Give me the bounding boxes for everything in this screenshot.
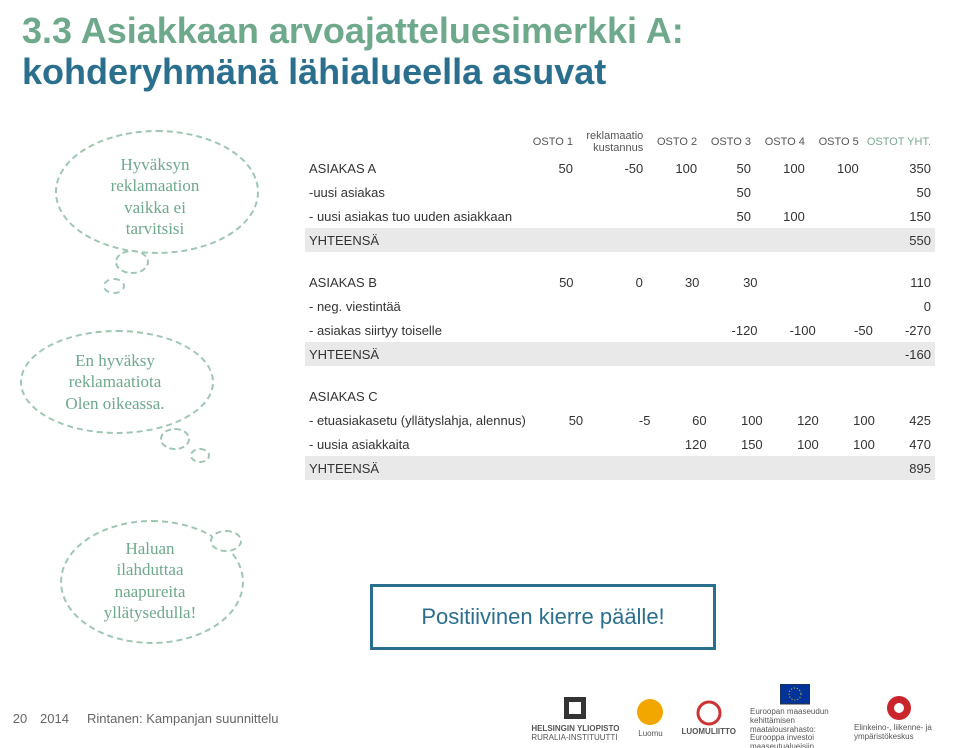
table-row: ASIAKAS B5003030110 xyxy=(305,270,935,294)
table-block-b: ASIAKAS B5003030110- neg. viestintää0- a… xyxy=(305,270,935,366)
page-number: 20 xyxy=(0,711,40,726)
footer-logos: HELSINGIN YLIOPISTORURALIA-INSTITUUTTI L… xyxy=(340,684,960,748)
thought-bubble-3: Haluan ilahduttaa naapureita yllätysedul… xyxy=(60,520,260,660)
bubble1-text: Hyväksyn reklamaation vaikka ei tarvitsi… xyxy=(55,154,255,239)
table-row: - asiakas siirtyy toiselle-120-100-50-27… xyxy=(305,318,935,342)
slide-title: 3.3 Asiakkaan arvoajatteluesimerkki A: k… xyxy=(22,10,922,93)
callout-text: Positiivinen kierre päälle! xyxy=(421,604,664,630)
table-sum-row: YHTEENSÄ550 xyxy=(305,228,935,252)
table-header: OSTO 1 reklamaatiokustannus OSTO 2 OSTO … xyxy=(305,128,935,252)
eu-logo: Euroopan maaseudunkehittämisen maatalous… xyxy=(750,684,840,748)
bubble3-text: Haluan ilahduttaa naapureita yllätysedul… xyxy=(60,538,240,623)
thought-bubble-2: En hyväksy reklamaatiota Olen oikeassa. xyxy=(20,330,220,470)
table-row: ASIAKAS A50-5010050100100350 xyxy=(305,156,935,180)
title-line1: 3.3 Asiakkaan arvoajatteluesimerkki A: xyxy=(22,10,684,51)
table-row: - uusi asiakas tuo uuden asiakkaan501001… xyxy=(305,204,935,228)
slide-footer: 20 2014 Rintanen: Kampanjan suunnittelu … xyxy=(0,688,960,748)
university-logo: HELSINGIN YLIOPISTORURALIA-INSTITUUTTI xyxy=(531,693,619,743)
table-sum-row: YHTEENSÄ895 xyxy=(305,456,935,480)
luomuliitto-logo: LUOMULIITTO xyxy=(681,700,736,737)
thought-bubble-1: Hyväksyn reklamaation vaikka ei tarvitsi… xyxy=(55,130,255,300)
table-row: - neg. viestintää0 xyxy=(305,294,935,318)
table-row: -uusi asiakas5050 xyxy=(305,180,935,204)
table-sum-row: YHTEENSÄ-160 xyxy=(305,342,935,366)
title-line2: kohderyhmänä lähialueella asuvat xyxy=(22,51,606,92)
footer-meta: 2014 Rintanen: Kampanjan suunnittelu xyxy=(40,711,340,726)
luomu-logo: Luomu xyxy=(633,698,667,739)
bubble2-text: En hyväksy reklamaatiota Olen oikeassa. xyxy=(20,350,210,414)
table-row: ASIAKAS C xyxy=(305,384,935,408)
value-tables: OSTO 1 reklamaatiokustannus OSTO 2 OSTO … xyxy=(305,128,935,498)
table-block-c: ASIAKAS C- etuasiakasetu (yllätyslahja, … xyxy=(305,384,935,480)
table-row: - etuasiakasetu (yllätyslahja, alennus)5… xyxy=(305,408,935,432)
ely-logo: Elinkeino-, liikenne- ja ympäristökeskus xyxy=(854,694,944,742)
callout-box: Positiivinen kierre päälle! xyxy=(370,584,716,650)
table-row: - uusia asiakkaita120150100100470 xyxy=(305,432,935,456)
